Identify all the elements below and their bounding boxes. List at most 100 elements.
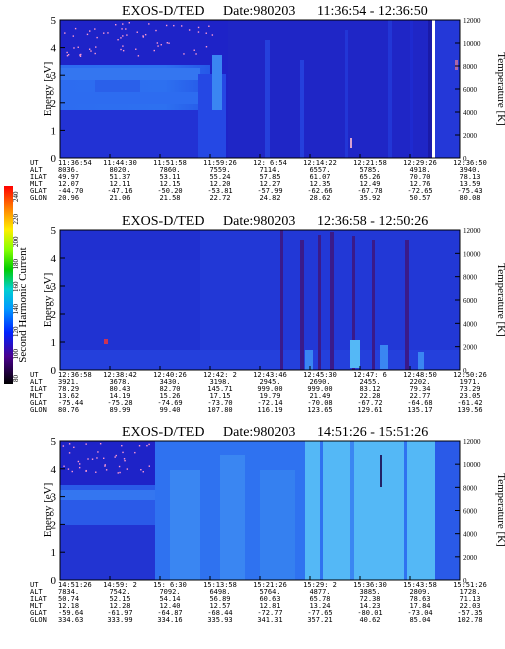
panel-2-eph-value: 3678. xyxy=(109,378,130,386)
speck xyxy=(134,451,136,454)
panel-3-eph-row-label: ALT xyxy=(30,588,43,596)
panel-3-eph-value: 14:59: 2 xyxy=(103,581,137,589)
speck xyxy=(166,42,169,44)
speck xyxy=(103,457,105,459)
speck xyxy=(121,28,123,30)
panel-2-eph-value: 12:40:26 xyxy=(153,371,187,379)
panel-1-y2tick-label: 8000 xyxy=(463,63,478,71)
panel-1-eph-value: 12.20 xyxy=(209,180,230,188)
speck xyxy=(153,49,155,52)
panel-3-ytick-label: 3 xyxy=(51,492,57,504)
panel-3-y2tick-label: 4000 xyxy=(463,531,478,539)
panel-2-eph-value: 123.65 xyxy=(307,406,332,414)
colorbar-tick-label: 160 xyxy=(12,281,20,292)
panel-1-eph-value: -53.81 xyxy=(207,187,232,195)
panel-3-title: EXOS-D/TED xyxy=(122,425,204,440)
speck xyxy=(66,55,69,57)
panel-3-eph-value: 12.57 xyxy=(209,602,230,610)
panel-3-eph-value: 334.16 xyxy=(157,616,182,624)
speck xyxy=(155,29,157,32)
panel-1-eph-value: 7559. xyxy=(209,166,230,174)
speck xyxy=(68,452,71,454)
panel-2-eph-value: 78.29 xyxy=(58,385,79,393)
speck xyxy=(156,42,159,44)
panel-2-eph-row-label: ILAT xyxy=(30,385,48,393)
speck xyxy=(197,26,200,29)
speck xyxy=(88,48,91,50)
panel-2-eph-row-label: GLON xyxy=(30,406,47,414)
colorbar-tick-label: 80 xyxy=(12,375,20,383)
panel-3-eph-value: -80.01 xyxy=(357,609,382,617)
panel-2-eph-value: 79.34 xyxy=(409,385,430,393)
panel-3-eph-value: 60.63 xyxy=(259,595,280,603)
speck xyxy=(115,454,117,457)
panel-2-eph-value: 12:48:50 xyxy=(403,371,437,379)
panel-3-ytick-label: 4 xyxy=(51,464,57,476)
panel-1-eph-value: -72.65 xyxy=(407,187,432,195)
panel-2-eph-value: 12:38:42 xyxy=(103,371,137,379)
panel-2-y2tick-label: 6000 xyxy=(463,297,478,305)
speck xyxy=(95,46,97,48)
panel-3-ytick-label: 1 xyxy=(51,547,57,559)
speck xyxy=(85,443,87,445)
panel-2-ytick-label: 0 xyxy=(51,365,57,377)
speck xyxy=(128,22,131,24)
panel-3-eph-value: -73.04 xyxy=(407,609,432,617)
speck xyxy=(85,470,87,472)
panel-2-eph-value: 129.61 xyxy=(357,406,382,414)
colorbar-tick-label: 100 xyxy=(12,349,20,360)
panel-2-plot xyxy=(59,229,461,371)
panel-1-y2label: Temperature [K] xyxy=(495,52,505,125)
panel-3-eph-value: 12.18 xyxy=(58,602,79,610)
panel-2-eph-value: 21.49 xyxy=(309,392,330,400)
panel-2-eph-value: 2690. xyxy=(309,378,330,386)
panel-3-ytick-label: 5 xyxy=(51,436,57,448)
speck xyxy=(118,465,121,468)
panel-2-eph-value: 12:43:46 xyxy=(253,371,287,379)
speck xyxy=(138,445,141,447)
panel-1-y2tick-label: 6000 xyxy=(463,86,478,94)
panel-2-eph-value: 80.76 xyxy=(58,406,79,414)
speck xyxy=(80,53,82,56)
panel-3-ytick-label: 2 xyxy=(51,519,57,531)
panel-3-eph-value: 102.78 xyxy=(457,616,482,624)
panel-3-eph-value: 52.15 xyxy=(109,595,130,603)
panel-2-eph-value: 73.29 xyxy=(459,385,480,393)
speck xyxy=(180,25,183,27)
speck xyxy=(188,29,191,31)
panel-2-eph-value: 13.62 xyxy=(58,392,79,400)
speck xyxy=(148,465,151,467)
panel-1-eph-value: 12.76 xyxy=(409,180,430,188)
speck xyxy=(79,54,81,56)
panel-2-ylabel: Energy [eV] xyxy=(42,273,54,327)
panel-3-eph-value: 335.93 xyxy=(207,616,232,624)
panel-1-ylabel: Energy [eV] xyxy=(42,62,54,116)
panel-1-ytick-label: 1 xyxy=(51,125,57,137)
speck xyxy=(99,443,102,445)
speck xyxy=(140,469,142,471)
panel-1-eph-row-label: ILAT xyxy=(30,173,48,181)
panel-2-eph-value: 1971. xyxy=(459,378,480,386)
panel-1-eph-value: 50.57 xyxy=(409,194,430,202)
colorbar-tick-label: 120 xyxy=(12,326,20,337)
panel-2-eph-value: -75.28 xyxy=(107,399,132,407)
panel-3-eph-value: 56.89 xyxy=(209,595,230,603)
panel-3-ytick-label: 0 xyxy=(51,575,57,587)
panel-3-eph-value: 15:36:30 xyxy=(353,581,387,589)
panel-3-eph-value: 7542. xyxy=(109,588,130,596)
panel-2-eph-value: 12:50:26 xyxy=(453,371,487,379)
panel-2-eph-value: 135.17 xyxy=(407,406,432,414)
panel-2-eph-row-label: UT xyxy=(30,371,39,379)
panel-2-eph-value: 99.40 xyxy=(159,406,180,414)
panel-1-eph-value: 65.26 xyxy=(359,173,380,181)
panel-3-eph-row-label: GLON xyxy=(30,616,47,624)
speck xyxy=(73,47,75,49)
speck xyxy=(142,36,145,38)
panel-2-eph-value: -73.70 xyxy=(207,399,232,407)
panel-1-eph-value: -75.43 xyxy=(457,187,482,195)
panel-2-eph-value: 80.43 xyxy=(109,385,130,393)
panel-2-eph-value: 999.00 xyxy=(257,385,282,393)
panel-1-eph-value: -50.20 xyxy=(157,187,182,195)
panel-1-eph-row-label: UT xyxy=(30,159,39,167)
